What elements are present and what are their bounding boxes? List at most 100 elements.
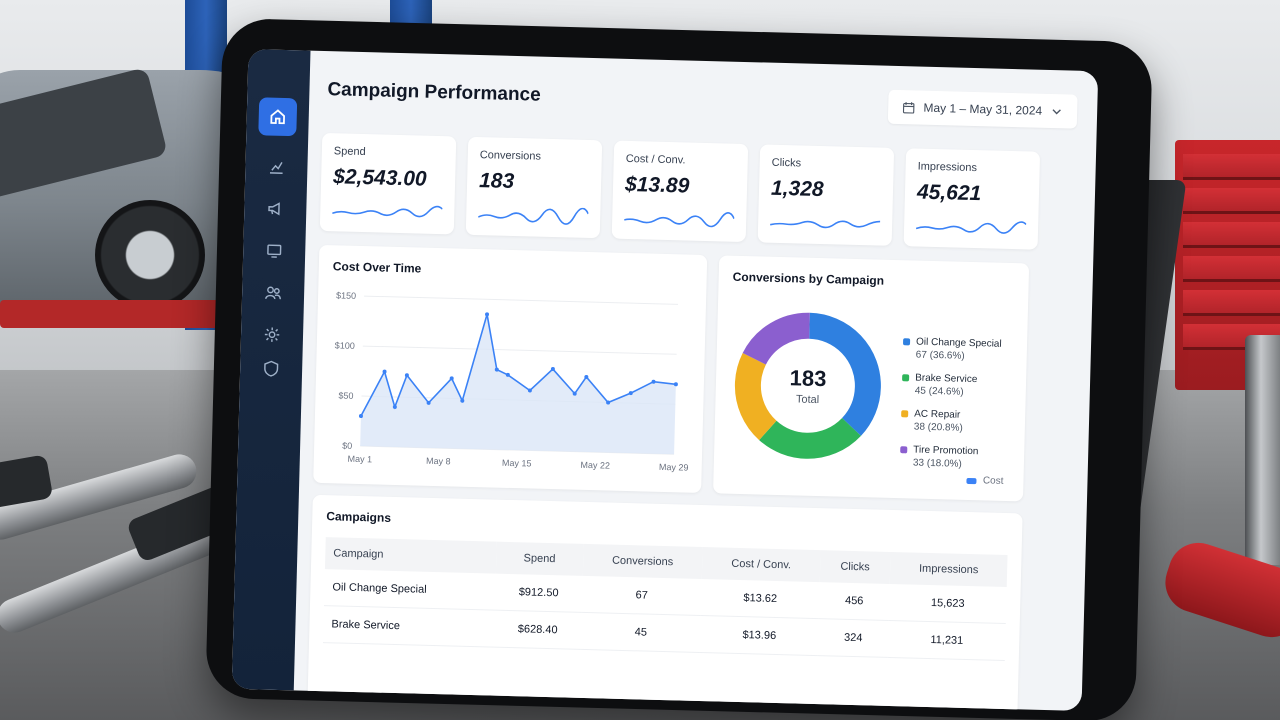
legend-item: Tire Promotion 33 (18.0%) [900, 444, 999, 471]
cabinet-drawer [1183, 188, 1280, 214]
data-point [358, 414, 363, 419]
date-range-picker[interactable]: May 1 – May 31, 2024 [888, 89, 1078, 129]
sparkline [478, 207, 589, 225]
column-header[interactable]: Conversions [582, 543, 703, 580]
kpi-value: 1,328 [770, 176, 824, 202]
donut-slice[interactable] [734, 312, 881, 459]
settings-icon[interactable] [253, 315, 292, 354]
x-tick-label: May 8 [426, 456, 451, 467]
kpi-label: Clicks [771, 156, 802, 170]
y-tick-label: $50 [338, 390, 353, 400]
kpi-card-spend[interactable]: Spend $2,543.00 [319, 132, 457, 235]
legend-swatch [902, 374, 910, 382]
data-point [494, 367, 499, 372]
legend-item: Brake Service 45 (24.6%) [902, 372, 1001, 399]
legend-label: Oil Change Special [915, 336, 1002, 350]
main-content: Campaign Performance May 1 – May 31, 202… [294, 51, 1098, 712]
x-tick-label: May 15 [502, 458, 532, 469]
data-point [572, 391, 577, 396]
data-point [392, 404, 397, 409]
home-icon[interactable] [258, 97, 298, 137]
dashboard-screen: Campaign Performance May 1 – May 31, 202… [231, 48, 1099, 712]
donut-center: 183 Total [726, 304, 890, 468]
legend-swatch [902, 338, 911, 346]
legend-value: 33 (18.0%) [912, 457, 962, 470]
column-header[interactable]: Campaign [324, 537, 497, 574]
legend-label: Brake Service [914, 372, 978, 386]
gridline [362, 345, 677, 355]
table-cell: 456 [818, 582, 890, 621]
car-hood [0, 67, 168, 203]
cabinet-drawer [1183, 290, 1280, 316]
socket-tool [1245, 335, 1280, 565]
donut-slice[interactable] [734, 312, 881, 459]
kpi-card-impressions[interactable]: Impressions 45,621 [903, 148, 1041, 250]
cabinet-drawer [1183, 154, 1280, 180]
donut-svg [734, 312, 881, 459]
data-point [628, 391, 633, 396]
sparkline [915, 221, 1027, 234]
cost-area [360, 314, 676, 455]
cabinet-drawer [1183, 222, 1280, 248]
date-range-label: May 1 – May 31, 2024 [923, 100, 1043, 118]
data-point [584, 374, 589, 379]
table-cell: $13.62 [701, 579, 820, 619]
cost-over-time-chart: $0 $50 $100 $150 May 1 May 8 May 15 May 22 May 2… [335, 290, 689, 472]
donut-chart: 183 Total [726, 304, 890, 468]
x-tick-label: May 22 [580, 460, 610, 471]
donut-legend: Oil Change Special 67 (36.6%) Brake Serv… [899, 336, 1002, 483]
table-cell: 45 [580, 612, 702, 653]
kpi-label: Conversions [479, 149, 542, 163]
cost-legend: Cost [966, 475, 1004, 487]
kpi-card-conversions[interactable]: Conversions 183 [465, 136, 603, 239]
column-header[interactable]: Spend [495, 541, 584, 576]
y-tick-label: $0 [342, 441, 352, 451]
monitor-icon[interactable] [255, 231, 294, 270]
table-title: Campaigns [326, 509, 392, 525]
data-point [449, 376, 454, 381]
kpi-value: $2,543.00 [332, 165, 427, 191]
chart-icon[interactable] [257, 147, 296, 186]
legend-value: 45 (24.6%) [914, 385, 964, 398]
kpi-label: Impressions [917, 160, 978, 175]
column-header[interactable]: Cost / Conv. [702, 547, 821, 583]
legend-swatch [966, 477, 977, 484]
data-point [550, 367, 555, 372]
legend-item: Oil Change Special 67 (36.6%) [902, 336, 1002, 363]
tool-cabinet [1175, 140, 1280, 390]
column-header[interactable]: Impressions [889, 551, 1008, 588]
cost-over-time-card: Cost Over Time $0 $50 $100 $150 May 1 May 8 Ma… [313, 244, 708, 493]
data-point [382, 369, 387, 374]
column-header[interactable]: Clicks [819, 550, 891, 584]
gridline [364, 295, 678, 305]
chart-title: Conversions by Campaign [732, 269, 885, 288]
cost-line [360, 314, 676, 417]
campaigns-table: Campaign Spend Conversions Cost / Conv. … [323, 537, 1008, 661]
page-title: Campaign Performance [327, 79, 541, 106]
users-icon[interactable] [254, 273, 293, 312]
donut-total: 183 [789, 365, 827, 392]
donut-slice[interactable] [734, 312, 881, 459]
megaphone-icon[interactable] [256, 189, 295, 228]
table-cell: $13.96 [700, 615, 819, 656]
table-cell: $912.50 [494, 573, 583, 613]
kpi-card-clicks[interactable]: Clicks 1,328 [757, 144, 895, 246]
data-point [485, 312, 490, 317]
car-wheel [95, 200, 205, 310]
x-tick-label: May 1 [347, 454, 372, 465]
shield-icon[interactable] [252, 349, 291, 388]
cost-legend-label: Cost [982, 475, 1004, 487]
kpi-row: Spend $2,543.00 Conversions 183 Cost / C… [319, 132, 1041, 250]
sparkline [624, 212, 735, 228]
data-point [505, 372, 510, 377]
legend-label: AC Repair [914, 408, 961, 421]
legend-value: 67 (36.6%) [915, 349, 965, 362]
donut-total-label: Total [795, 393, 820, 407]
sidebar [231, 48, 311, 691]
kpi-card-cost-per-conversion[interactable]: Cost / Conv. $13.89 [611, 140, 749, 243]
chart-title: Cost Over Time [332, 259, 422, 276]
data-point [404, 373, 409, 378]
table-cell: Oil Change Special [323, 569, 496, 611]
conversions-by-campaign-card: Conversions by Campaign 183 Total Oil Ch… [713, 255, 1030, 502]
legend-value: 38 (20.8%) [913, 421, 963, 434]
